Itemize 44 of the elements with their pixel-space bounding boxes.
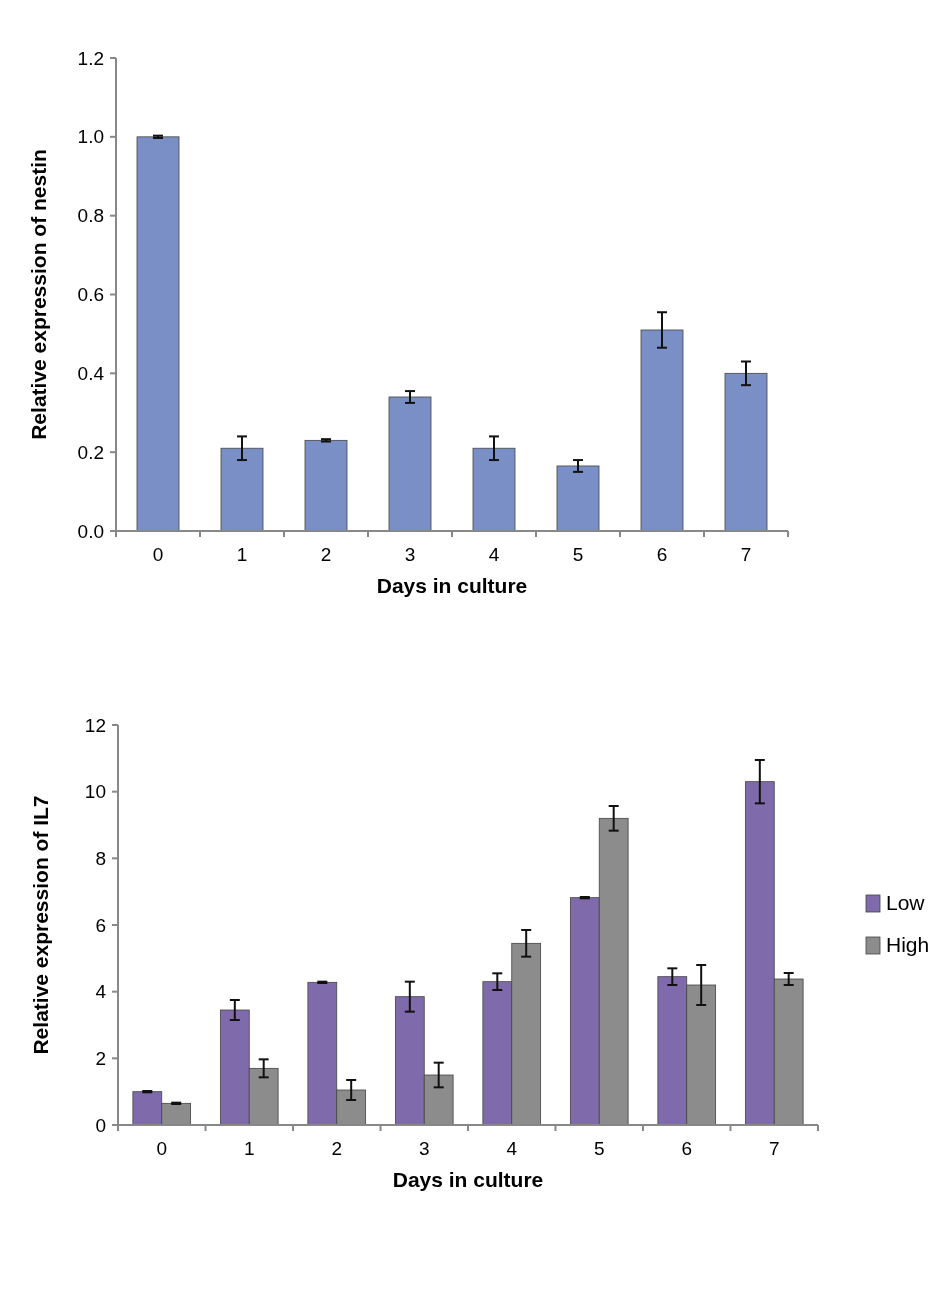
bar (388, 396, 432, 532)
x-tick-label: 4 (506, 1138, 518, 1159)
y-axis-title: Relative expression of nestin (27, 149, 50, 440)
x-tick-label: 7 (768, 1138, 780, 1159)
bar (220, 447, 264, 532)
bar (472, 447, 516, 532)
y-tick-label: 1.0 (77, 126, 104, 148)
y-tick-label: 8 (95, 847, 106, 869)
y-tick-label: 12 (84, 714, 106, 736)
bar (724, 372, 768, 532)
x-tick-label: 7 (740, 544, 752, 565)
bar (640, 329, 684, 532)
x-tick-label: 5 (572, 544, 584, 565)
y-tick-label: 0.4 (77, 362, 105, 384)
y-tick-label: 4 (95, 981, 107, 1003)
x-tick-label: 3 (404, 544, 416, 565)
x-axis-title: Days in culture (392, 1168, 544, 1191)
bar (556, 465, 600, 532)
x-tick-label: 6 (656, 544, 668, 565)
x-tick-label: 1 (236, 544, 248, 565)
x-tick-label: 3 (418, 1138, 430, 1159)
y-axis-title: Relative expression of IL7 (29, 795, 52, 1055)
y-tick-label: 0.6 (77, 284, 104, 306)
y-tick-label: 0.0 (77, 520, 104, 542)
x-tick-label: 4 (488, 544, 500, 565)
x-tick-label: 2 (331, 1138, 343, 1159)
y-tick-label: 6 (95, 914, 106, 936)
bar (304, 439, 348, 532)
y-tick-label: 10 (84, 781, 106, 803)
y-tick-label: 0 (95, 1114, 106, 1136)
y-tick-label: 2 (95, 1047, 106, 1069)
x-tick-label: 2 (320, 544, 332, 565)
bar (136, 136, 180, 532)
x-tick-label: 1 (243, 1138, 255, 1159)
y-tick-label: 1.2 (77, 47, 104, 69)
x-tick-label: 5 (593, 1138, 605, 1159)
y-tick-label: 0.2 (77, 441, 104, 463)
x-tick-label: 0 (156, 1138, 168, 1159)
legend-label: Low (886, 891, 926, 915)
x-tick-label: 6 (681, 1138, 693, 1159)
x-tick-label: 0 (152, 544, 164, 565)
legend-label: High (886, 933, 930, 957)
y-tick-label: 0.8 (77, 205, 104, 227)
x-axis-title: Days in culture (376, 574, 528, 597)
